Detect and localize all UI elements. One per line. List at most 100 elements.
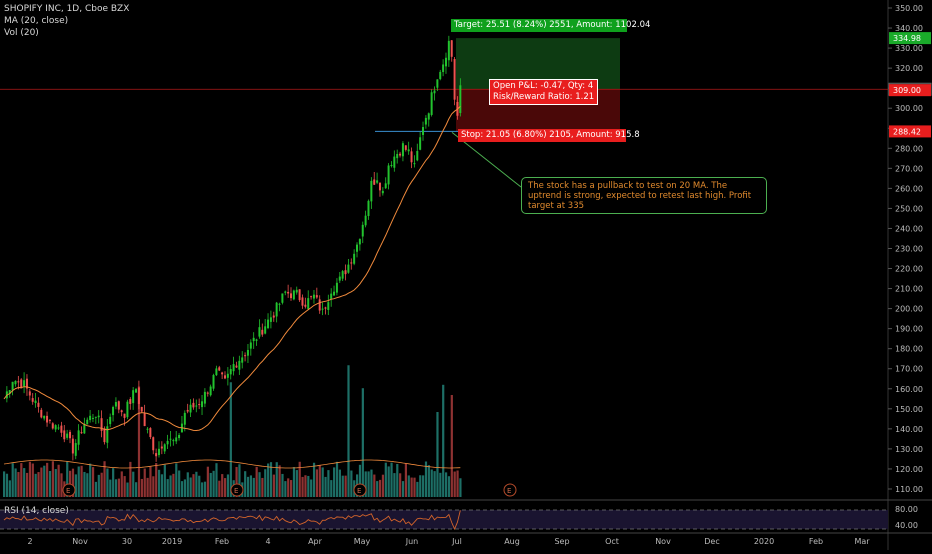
candle-body	[100, 418, 103, 431]
volume-bar	[218, 480, 221, 497]
price-tick-label: 240.00	[895, 224, 923, 233]
candle-body	[149, 428, 152, 438]
candle-body	[163, 444, 166, 452]
volume-bar	[235, 466, 238, 497]
volume-bar	[459, 478, 462, 497]
candle-body	[14, 380, 17, 385]
volume-bar	[229, 382, 232, 497]
candle-body	[91, 417, 94, 419]
volume-bar	[74, 474, 77, 497]
candle-body	[384, 183, 387, 189]
volume-bar	[424, 461, 428, 497]
volume-bar	[106, 468, 109, 497]
volume-bar	[258, 472, 261, 497]
volume-bar	[117, 478, 120, 497]
volume-bar	[46, 462, 49, 497]
volume-bar	[307, 475, 310, 497]
volume-bar	[14, 468, 17, 497]
target-label[interactable]: Target: 25.51 (8.24%) 2551, Amount: 1102…	[451, 19, 650, 32]
volume-bar	[264, 469, 267, 497]
candle-body	[459, 85, 462, 114]
candle-body	[126, 401, 129, 418]
volume-bar	[54, 469, 57, 497]
candle-body	[450, 40, 453, 57]
candle-body	[344, 270, 347, 275]
volume-bar	[255, 466, 258, 497]
rsi-line	[3, 510, 461, 531]
analysis-note[interactable]: The stock has a pullback to test on 20 M…	[521, 177, 767, 214]
volume-indicator-label[interactable]: Vol (20)	[4, 28, 39, 38]
candle-body	[401, 143, 404, 157]
volume-bar	[287, 478, 290, 497]
time-axis-label: 2020	[754, 537, 774, 546]
candle-body	[69, 431, 72, 439]
volume-bar	[456, 470, 459, 497]
candle-body	[8, 390, 11, 394]
volume-bar	[155, 463, 158, 497]
candle-body	[330, 293, 333, 300]
candle-body	[83, 423, 86, 434]
volume-bar	[341, 475, 344, 497]
price-tick-label: 210.00	[895, 285, 923, 294]
candle-body	[264, 326, 267, 334]
price-tick-label: 250.00	[895, 204, 923, 213]
volume-ma-line	[3, 459, 461, 469]
volume-bar	[335, 461, 339, 497]
volume-bar	[160, 474, 164, 497]
candle-body	[387, 165, 390, 185]
volume-bar	[221, 474, 224, 497]
candle-body	[31, 398, 34, 402]
candle-body	[364, 215, 367, 226]
candle-body	[252, 337, 255, 342]
volume-bar	[324, 476, 327, 497]
volume-bar	[447, 476, 451, 497]
candle-body	[261, 329, 264, 335]
volume-bar	[439, 472, 442, 497]
candle-body	[407, 149, 410, 152]
price-tick-label: 270.00	[895, 164, 923, 173]
candle-body	[172, 440, 175, 442]
candle-body	[304, 304, 307, 307]
volume-bar	[413, 477, 416, 497]
volume-bar	[169, 475, 172, 497]
volume-bar	[321, 467, 324, 497]
volume-bar	[295, 470, 298, 497]
candle-body	[23, 380, 26, 387]
candle-body	[393, 156, 396, 168]
symbol-title[interactable]: SHOPIFY INC, 1D, Cboe BZX	[4, 4, 130, 14]
candle-body	[244, 355, 247, 357]
rsi-tick-label: 40.00	[895, 521, 918, 530]
price-badge-label: 334.98	[893, 34, 921, 43]
volume-bar	[97, 474, 100, 497]
price-tick-label: 220.00	[895, 265, 923, 274]
candle-body	[132, 390, 135, 404]
ma-indicator-label[interactable]: MA (20, close)	[4, 16, 69, 26]
volume-bar	[34, 473, 37, 497]
volume-bar	[60, 473, 63, 497]
time-axis-label: Sep	[554, 537, 569, 546]
volume-bar	[298, 461, 301, 497]
earnings-marker-label: E	[507, 487, 511, 495]
candle-body	[399, 153, 402, 156]
rsi-indicator-label[interactable]: RSI (14, close)	[4, 506, 69, 516]
volume-bar	[11, 463, 14, 497]
candle-body	[287, 291, 290, 294]
volume-bar	[367, 471, 370, 497]
volume-bar	[226, 474, 230, 497]
volume-bar	[249, 475, 253, 497]
volume-bar	[57, 464, 60, 497]
volume-bar	[23, 468, 26, 497]
volume-bar	[373, 474, 376, 497]
volume-bar	[183, 479, 187, 497]
candle-body	[183, 412, 186, 425]
volume-bar	[396, 463, 399, 497]
stop-label[interactable]: Stop: 21.05 (6.80%) 2105, Amount: 915.8	[458, 129, 640, 142]
volume-bar	[192, 474, 195, 497]
candle-body	[46, 415, 49, 423]
volume-bar	[350, 470, 353, 497]
earnings-marker	[353, 483, 367, 497]
candle-body	[192, 402, 195, 408]
pnl-box[interactable]: Open P&L: -0.47, Qty: 4 Risk/Reward Rati…	[489, 79, 599, 105]
candle-body	[25, 378, 28, 389]
candle-body	[80, 432, 83, 434]
